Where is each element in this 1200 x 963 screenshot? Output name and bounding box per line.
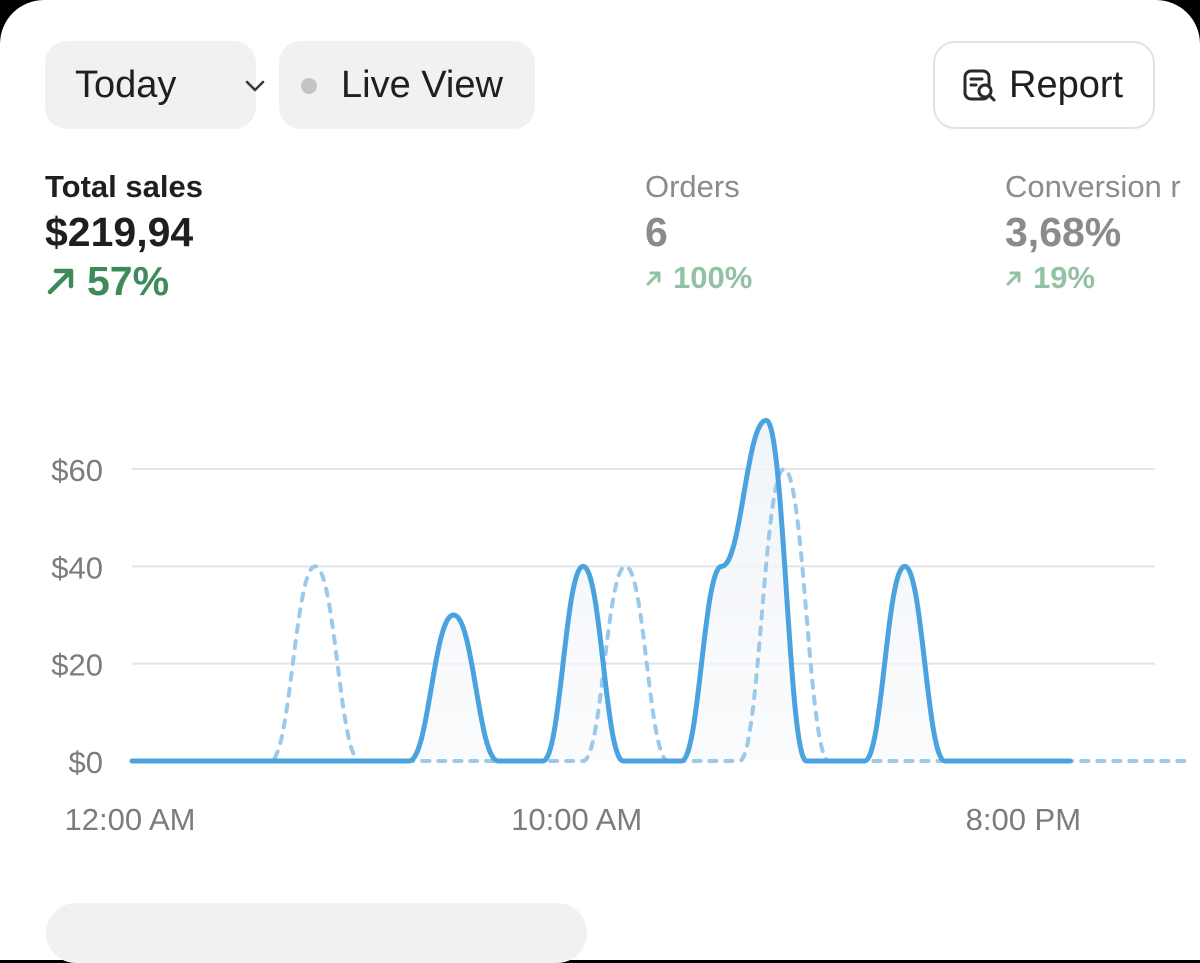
metric-change-value: 100%	[673, 260, 753, 295]
metric-change: 57%	[45, 258, 203, 304]
arrow-up-right-icon	[646, 271, 661, 286]
metric-conversion-rate[interactable]: Conversion r 3,68% 19%	[1005, 168, 1181, 298]
metric-value: 3,68%	[1005, 209, 1122, 255]
series-line-current	[129, 417, 1073, 764]
metric-label: Total sales	[45, 169, 203, 204]
x-tick-label: 12:00 AM	[65, 802, 196, 837]
y-tick-label: $0	[69, 745, 103, 780]
metric-change-value: 57%	[87, 258, 170, 304]
live-status-dot-icon	[301, 78, 317, 94]
x-tick-label: 10:00 AM	[511, 802, 642, 837]
chevron-down-icon	[245, 80, 265, 92]
sales-line-chart: $0 $20 $40 $60 12:00 AM 10:00 AM 8:00 PM	[51, 417, 1189, 837]
live-view-button[interactable]: Live View	[279, 41, 535, 129]
date-range-dropdown[interactable]: Today	[45, 41, 265, 129]
report-button[interactable]: Report	[933, 41, 1155, 129]
series-line-comparison	[130, 466, 1189, 764]
metric-change-value: 19%	[1033, 260, 1096, 295]
arrow-up-right-icon	[47, 268, 74, 295]
metric-value: 6	[645, 209, 668, 255]
metric-change: 19%	[1005, 258, 1181, 298]
report-label: Report	[1009, 63, 1124, 106]
y-tick-label: $60	[51, 453, 103, 488]
y-tick-label: $40	[51, 550, 103, 585]
metric-total-sales[interactable]: Total sales $219,94 57%	[45, 168, 203, 304]
metric-label: Conversion r	[1005, 169, 1181, 204]
metric-label: Orders	[645, 169, 740, 204]
live-view-label: Live View	[341, 63, 503, 106]
bottom-card	[46, 903, 587, 963]
report-search-icon	[963, 69, 996, 102]
x-tick-label: 8:00 PM	[966, 802, 1081, 837]
date-range-label: Today	[75, 63, 177, 106]
arrow-up-right-icon	[1006, 271, 1021, 286]
metric-orders[interactable]: Orders 6 100%	[645, 168, 752, 298]
metric-value: $219,94	[45, 209, 194, 255]
y-tick-label: $20	[51, 648, 103, 683]
metric-change: 100%	[645, 258, 752, 298]
